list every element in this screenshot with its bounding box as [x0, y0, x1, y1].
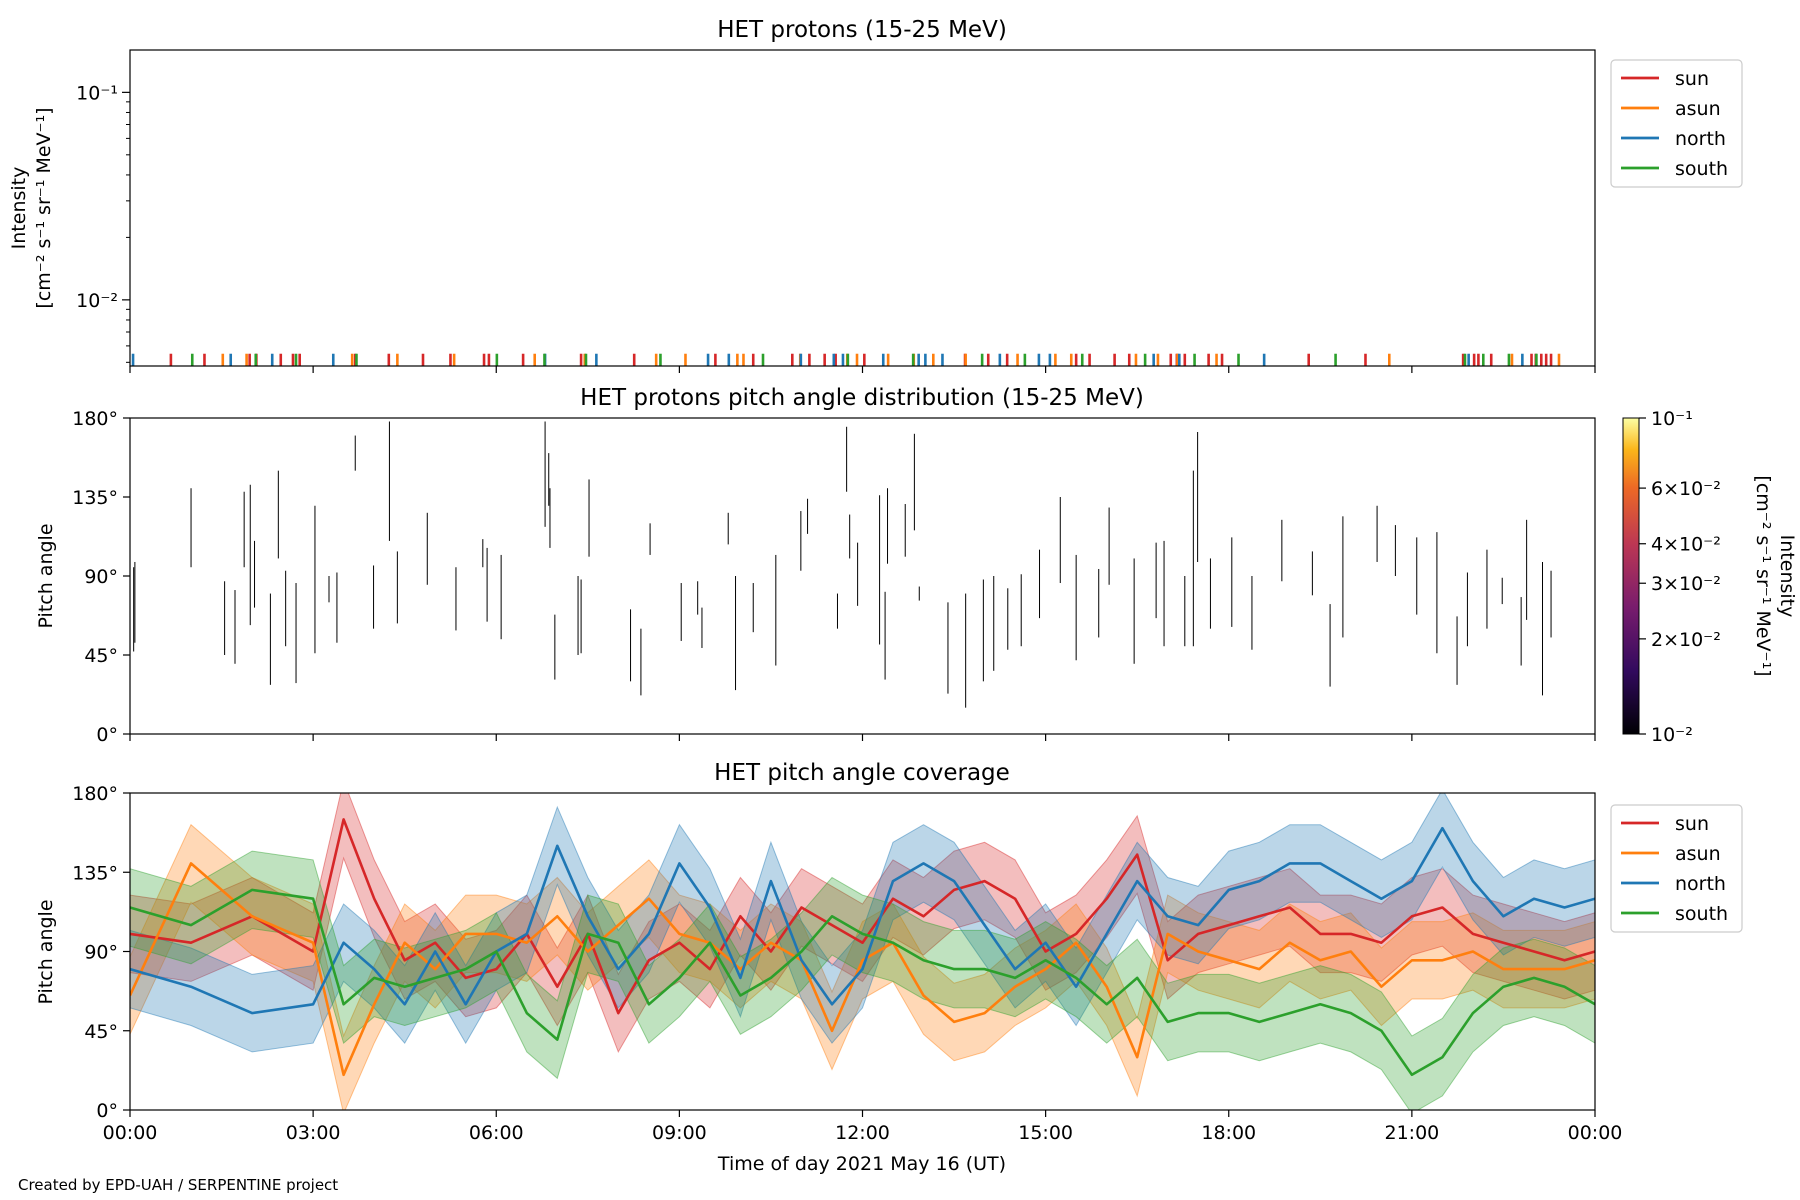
panel3-legend: sun asun north south — [1610, 804, 1743, 933]
colorbar-strip — [1622, 417, 1640, 735]
panel1-x-ticks — [129, 366, 1596, 373]
panel2-data — [133, 421, 1552, 708]
x-tick-label: 00:00 — [103, 1122, 158, 1144]
y-tick-label: 135° — [72, 487, 118, 509]
coverage-line-sun — [130, 818, 1595, 1015]
coverage-line-north — [130, 826, 1595, 1015]
panel1-ylabel-line1: Intensity — [8, 167, 30, 250]
colorbar-tick-label: 10⁻² — [1651, 724, 1693, 746]
colorbar-tick-label: 10⁻¹ — [1651, 408, 1693, 430]
panel3-x-ticks: 00:00 03:00 06:00 09:00 12:00 15:00 18:00 21:00… — [103, 1110, 1623, 1144]
y-tick-label: 180° — [72, 783, 118, 805]
colorbar-tick-label: 6×10⁻² — [1651, 478, 1721, 500]
x-tick-label: 12:00 — [835, 1122, 890, 1144]
legend-label-sun: sun — [1675, 813, 1709, 835]
panel1-frame — [129, 49, 1596, 367]
panel2-ylabel: Pitch angle — [35, 523, 57, 628]
legend-label-south: south — [1675, 903, 1728, 925]
y-tick-label: 180° — [72, 408, 118, 430]
panel3-y-ticks: 0° 45° 90° 135° 180° — [72, 783, 130, 1122]
colorbar-tick-label: 3×10⁻² — [1651, 573, 1721, 595]
colorbar: 10⁻¹ 6×10⁻² 4×10⁻² 3×10⁻² 2×10⁻² 10⁻² Intensit… — [1622, 408, 1798, 746]
panel2-frame — [129, 417, 1596, 735]
coverage-band-north — [130, 793, 1595, 1053]
x-tick-label: 18:00 — [1201, 1122, 1256, 1144]
panel2-title: HET protons pitch angle distribution (15… — [580, 385, 1144, 411]
y-tick-label: 45° — [84, 1021, 118, 1043]
y-tick-label: 90° — [84, 942, 118, 964]
legend-label-north: north — [1675, 873, 1726, 895]
x-tick-label: 03:00 — [286, 1122, 341, 1144]
colorbar-tick-label: 4×10⁻² — [1651, 534, 1721, 556]
x-tick-label: 21:00 — [1384, 1122, 1439, 1144]
pitch-angle-coverage-panel: HET pitch angle coverage 0° 45° 90° 135° 180… — [35, 760, 1743, 1175]
y-tick-label: 10⁻¹ — [76, 82, 118, 104]
coverage-line-south — [130, 888, 1595, 1077]
y-tick-label: 90° — [84, 566, 118, 588]
y-tick-label: 0° — [96, 724, 118, 746]
panel1-ylabel-line2: [cm⁻² s⁻¹ sr⁻¹ MeV⁻¹] — [33, 107, 55, 308]
x-tick-label: 06:00 — [469, 1122, 524, 1144]
y-tick-label: 135° — [72, 862, 118, 884]
coverage-band-south — [130, 850, 1595, 1110]
legend-label-asun: asun — [1675, 98, 1721, 120]
x-tick-label: 09:00 — [652, 1122, 707, 1144]
legend-label-north: north — [1675, 128, 1726, 150]
intensity-panel: HET protons (15-25 MeV) 10⁻¹ 10⁻² Intensi… — [8, 17, 1743, 373]
coverage-band-sun — [130, 793, 1595, 1054]
pitch-angle-distribution-panel: HET protons pitch angle distribution (15… — [35, 385, 1798, 746]
panel1-data — [131, 353, 1561, 366]
panel3-data — [130, 793, 1595, 1110]
panel3-xlabel: Time of day 2021 May 16 (UT) — [717, 1153, 1006, 1175]
credit-text: Created by EPD-UAH / SERPENTINE project — [18, 1176, 338, 1194]
panel3-frame — [129, 792, 1596, 1111]
panel1-y-ticks: 10⁻¹ 10⁻² — [76, 82, 130, 363]
colorbar-label: Intensity — [1776, 535, 1798, 618]
y-tick-label: 0° — [96, 1100, 118, 1122]
x-tick-label: 00:00 — [1568, 1122, 1623, 1144]
legend-box — [1610, 804, 1743, 933]
panel3-ylabel: Pitch angle — [35, 899, 57, 1004]
colorbar-tick-label: 2×10⁻² — [1651, 629, 1721, 651]
legend-label-asun: asun — [1675, 843, 1721, 865]
legend-label-south: south — [1675, 158, 1728, 180]
panel2-y-ticks: 0° 45° 90° 135° 180° — [72, 408, 130, 746]
coverage-line-asun — [130, 862, 1595, 1077]
y-tick-label: 10⁻² — [76, 290, 118, 312]
legend-box — [1610, 59, 1743, 188]
panel1-title: HET protons (15-25 MeV) — [717, 17, 1007, 43]
colorbar-label: [cm⁻² s⁻¹ sr⁻¹ MeV⁻¹] — [1752, 475, 1774, 676]
panel2-x-ticks — [129, 734, 1596, 741]
panel3-title: HET pitch angle coverage — [714, 760, 1010, 786]
legend-label-sun: sun — [1675, 68, 1709, 90]
panel1-legend: sun asun north south — [1610, 59, 1743, 188]
x-tick-label: 15:00 — [1018, 1122, 1073, 1144]
y-tick-label: 45° — [84, 645, 118, 667]
